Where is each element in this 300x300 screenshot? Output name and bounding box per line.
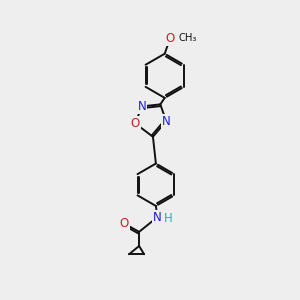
- Text: N: N: [153, 211, 162, 224]
- Text: O: O: [120, 217, 129, 230]
- Text: CH₃: CH₃: [178, 33, 196, 43]
- Text: O: O: [131, 117, 140, 130]
- Text: H: H: [164, 212, 172, 225]
- Text: N: N: [162, 115, 171, 128]
- Text: N: N: [137, 100, 146, 113]
- Text: O: O: [165, 32, 175, 45]
